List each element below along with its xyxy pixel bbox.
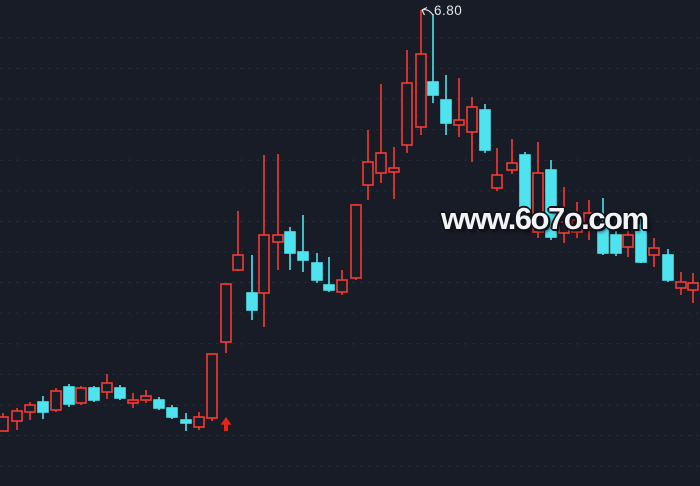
candle-body-up <box>232 254 244 271</box>
candle-body-up <box>675 281 687 289</box>
candle-body-up <box>687 282 699 291</box>
candle-body-up <box>50 390 62 411</box>
candle-body-down <box>610 234 622 254</box>
candle-body-up <box>258 234 270 294</box>
candle-body-up <box>127 399 139 404</box>
candle-body-up <box>350 204 362 279</box>
candle-body-down <box>597 224 609 254</box>
candle-body-down <box>63 386 75 405</box>
candle-body-down <box>246 292 258 311</box>
candle-body-down <box>88 387 100 401</box>
candle-body-up <box>583 212 595 229</box>
candle-body-down <box>180 419 192 424</box>
candle-body-down <box>427 81 439 96</box>
candle-body-down <box>153 399 165 409</box>
candle-body-down <box>440 99 452 124</box>
candle-body-up <box>336 279 348 293</box>
candle-body-up <box>532 172 544 233</box>
candle-body-up <box>415 53 427 128</box>
candle-body-down <box>297 251 309 261</box>
candle-body-up <box>558 221 570 234</box>
candle-body-up <box>506 162 518 171</box>
candle-body-down <box>635 224 647 263</box>
candle-body-up <box>648 247 660 256</box>
candle-body-up <box>453 119 465 126</box>
candle-body-up <box>220 283 232 343</box>
annotation-pointer-arrowhead <box>421 6 428 16</box>
candle-body-up <box>362 161 374 186</box>
candle-body-up <box>24 404 36 413</box>
candle-body-down <box>166 407 178 418</box>
candle-body-up <box>11 410 23 422</box>
candle-body-up <box>466 106 478 133</box>
candle-body-up <box>401 82 413 146</box>
candle-body-up <box>0 416 9 432</box>
candle-body-down <box>311 262 323 281</box>
candle-body-down <box>114 387 126 399</box>
candle-body-up <box>206 353 218 419</box>
watermark: www.6o7o.com <box>441 201 649 236</box>
candle-body-up <box>571 219 583 233</box>
candle-body-down <box>519 154 531 215</box>
candle-body-up <box>375 152 387 174</box>
candle-body-up <box>193 416 205 428</box>
buy-arrow-icon <box>220 417 232 431</box>
candle-body-up <box>272 234 284 243</box>
candle-body-up <box>622 234 634 248</box>
candle-body-down <box>284 231 296 254</box>
candle-body-up <box>140 395 152 401</box>
candle-body-down <box>323 284 335 291</box>
candle-body-up <box>491 174 503 189</box>
candle-body-down <box>545 169 557 238</box>
candle-body-down <box>37 401 49 413</box>
peak-price-label: 6.80 <box>434 3 463 18</box>
candle-body-up <box>388 167 400 173</box>
candle-body-up <box>101 382 113 393</box>
candle-body-up <box>75 387 87 404</box>
candle-body-down <box>662 254 674 281</box>
candle-body-down <box>479 109 491 151</box>
